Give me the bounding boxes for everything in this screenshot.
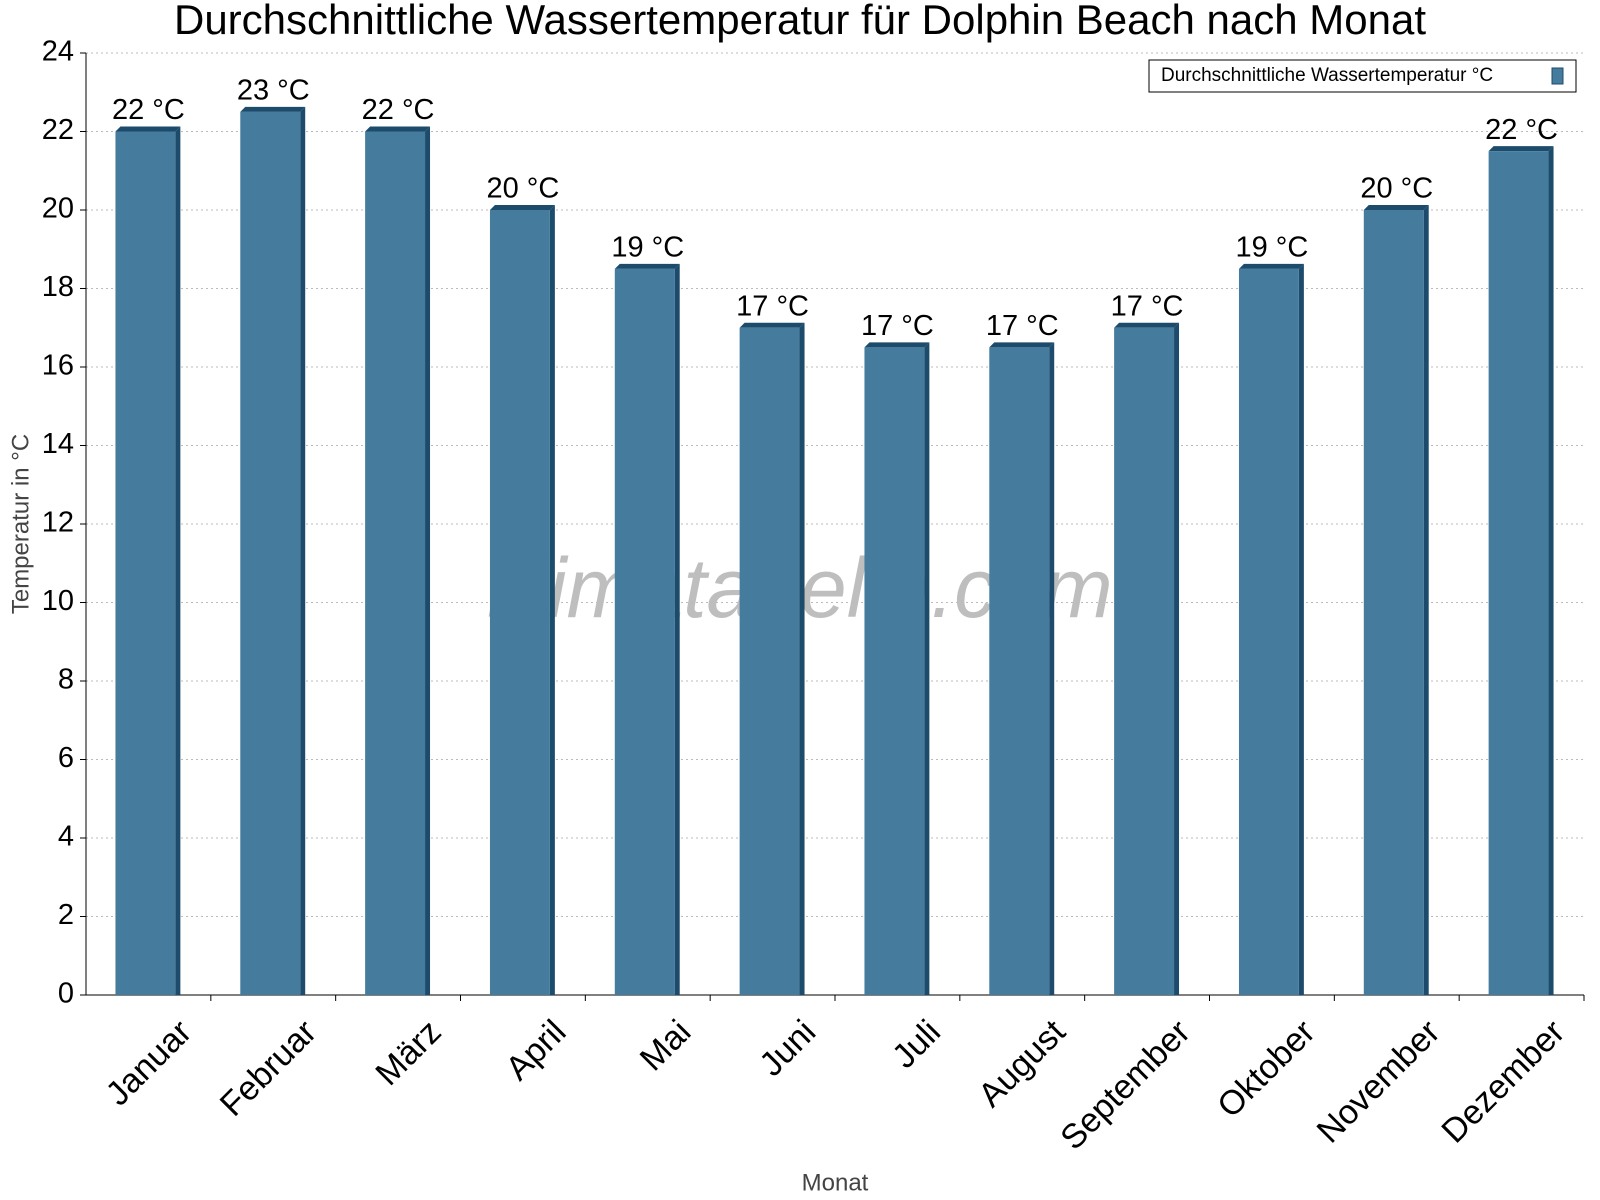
bar xyxy=(115,131,176,995)
y-tick-label: 0 xyxy=(58,978,74,1010)
y-tick-label: 24 xyxy=(42,36,74,68)
x-tick-label: Oktober xyxy=(1210,1013,1322,1125)
bar-side xyxy=(1174,322,1180,995)
x-tick-label: März xyxy=(368,1013,448,1093)
x-tick-label: Juli xyxy=(885,1013,948,1076)
bar-top xyxy=(489,205,555,210)
bar-top xyxy=(240,106,306,112)
bar-top xyxy=(989,342,1055,348)
x-tick-label: Februar xyxy=(213,1013,324,1124)
y-tick-label: 20 xyxy=(42,193,74,225)
value-label: 17 °C xyxy=(736,290,809,322)
y-tick-label: 22 xyxy=(42,114,74,146)
value-label: 23 °C xyxy=(237,75,310,107)
x-tick-label: September xyxy=(1053,1013,1197,1157)
bar-side xyxy=(924,342,930,995)
bar-side xyxy=(549,205,555,995)
x-tick-label: Mai xyxy=(633,1013,699,1079)
bar-top xyxy=(365,126,431,132)
bar-top xyxy=(739,322,805,328)
x-tick-label: November xyxy=(1310,1013,1448,1151)
bar-top xyxy=(614,263,680,269)
bar-top xyxy=(115,126,181,132)
bar xyxy=(1114,327,1175,995)
value-label: 20 °C xyxy=(486,173,559,205)
bar xyxy=(1238,268,1299,995)
y-tick-label: 8 xyxy=(58,664,74,696)
bar xyxy=(1488,151,1549,995)
bar-side xyxy=(300,106,306,995)
legend-box xyxy=(1148,59,1577,93)
value-label: 17 °C xyxy=(986,310,1059,342)
y-tick-label: 4 xyxy=(58,821,74,853)
legend-label: Durchschnittliche Wassertemperatur °C xyxy=(1161,65,1493,86)
bar-top xyxy=(1238,263,1304,269)
y-tick-label: 14 xyxy=(42,428,74,460)
bar xyxy=(739,327,800,995)
y-tick-label: 16 xyxy=(42,350,74,382)
bar-side xyxy=(1548,146,1554,995)
bar-top xyxy=(1488,146,1554,152)
value-label: 22 °C xyxy=(1485,114,1558,146)
bar-side xyxy=(425,126,431,995)
chart-title: Durchschnittliche Wassertemperatur für D… xyxy=(174,0,1426,43)
bar-side xyxy=(799,322,805,995)
value-label: 19 °C xyxy=(1235,232,1308,264)
legend-swatch xyxy=(1551,67,1564,85)
y-axis-label: Temperatur in °C xyxy=(7,434,34,614)
y-tick-label: 12 xyxy=(42,507,74,539)
bar-top xyxy=(1114,322,1180,328)
bar xyxy=(240,111,301,995)
bar-top xyxy=(864,342,930,348)
x-tick-label: April xyxy=(499,1013,574,1088)
y-tick-label: 18 xyxy=(42,271,74,303)
bar xyxy=(614,268,675,995)
value-label: 22 °C xyxy=(112,94,185,126)
bar-side xyxy=(1423,205,1429,995)
value-label: 17 °C xyxy=(1111,290,1184,322)
bar-side xyxy=(1049,342,1055,995)
x-tick-label: Dezember xyxy=(1434,1013,1572,1151)
y-tick-label: 2 xyxy=(58,899,74,931)
bar xyxy=(365,131,426,995)
x-tick-label: Juni xyxy=(752,1013,823,1084)
bar xyxy=(989,347,1050,995)
x-tick-label: Januar xyxy=(99,1013,199,1113)
y-tick-label: 6 xyxy=(58,742,74,774)
x-axis-label: Monat xyxy=(802,1169,869,1196)
bar-top xyxy=(1363,205,1429,210)
bar xyxy=(1363,210,1424,995)
bar-side xyxy=(1298,263,1304,995)
value-label: 22 °C xyxy=(362,94,435,126)
value-label: 20 °C xyxy=(1360,173,1433,205)
bar-side xyxy=(674,263,680,995)
bar-side xyxy=(175,126,181,995)
value-label: 17 °C xyxy=(861,310,934,342)
x-tick-label: August xyxy=(971,1012,1073,1114)
y-tick-label: 10 xyxy=(42,585,74,617)
bar xyxy=(864,347,925,995)
value-label: 19 °C xyxy=(611,232,684,264)
bar xyxy=(489,210,550,995)
